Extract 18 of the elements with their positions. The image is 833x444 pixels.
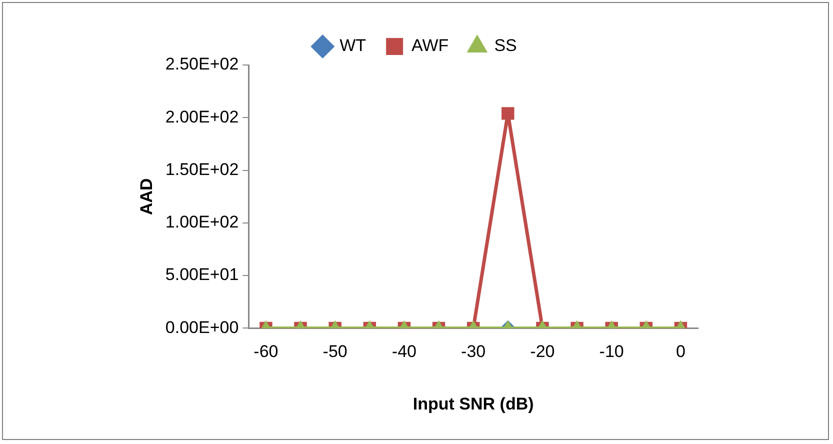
x-tick-label: -60 [254,342,278,362]
legend-label: SS [494,36,517,56]
y-tick-label: 0.00E+00 [165,318,239,337]
y-tick-label: 1.00E+02 [165,212,239,232]
legend-label: WT [340,36,366,56]
x-axis-title: Input SNR (dB) [412,394,534,414]
x-tick-label: -40 [392,342,416,362]
y-axis-title: AAD [136,178,156,216]
x-tick-label: -10 [599,342,624,362]
x-tick-label: -30 [461,342,486,362]
legend-label: AWF [412,36,449,56]
x-tick-label: 0 [676,342,686,362]
y-tick-label: 5.00E+01 [165,265,239,284]
x-tick-label: -20 [530,342,555,362]
y-tick-label: 1.50E+02 [165,160,239,179]
y-tick-label: 2.50E+02 [165,54,239,74]
y-tick-label: 2.00E+02 [165,107,239,126]
x-tick-label: -50 [322,342,348,362]
